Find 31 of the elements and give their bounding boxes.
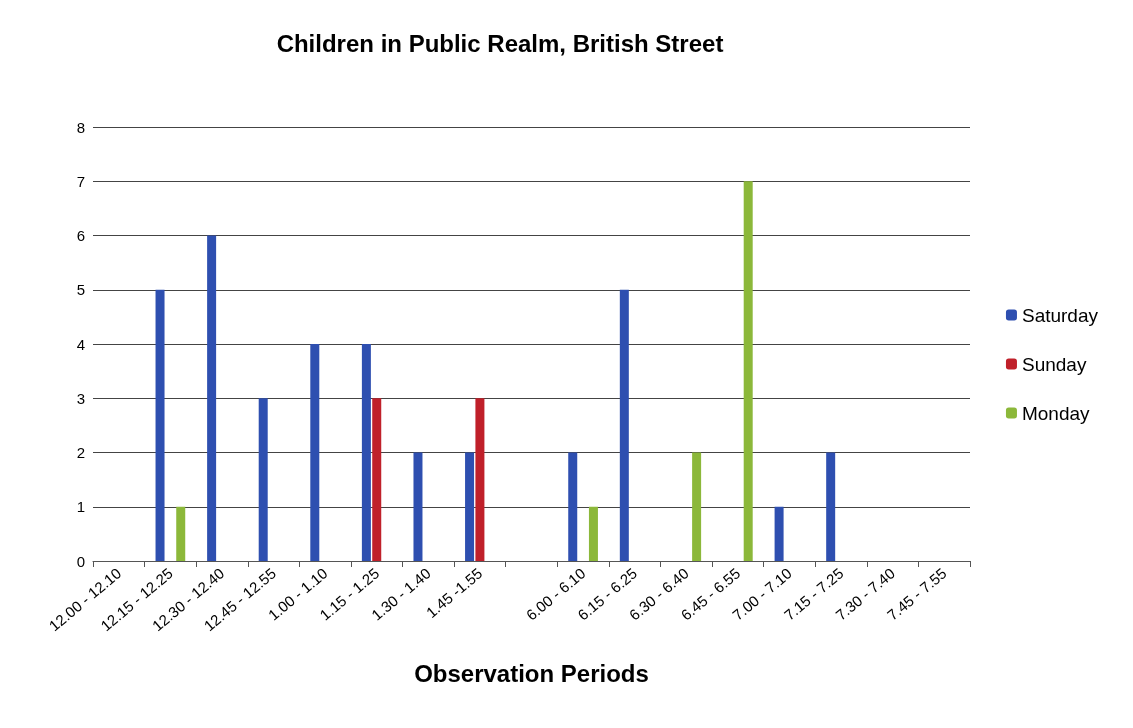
bar — [619, 289, 629, 561]
bar — [465, 452, 475, 561]
bar — [155, 289, 165, 561]
bar — [588, 506, 598, 561]
legend-label: Monday — [1021, 402, 1091, 424]
y-tick-label: 2 — [76, 444, 85, 461]
bar — [568, 452, 578, 561]
bar — [413, 452, 423, 561]
bar — [207, 235, 217, 561]
bar — [475, 398, 485, 561]
bar — [743, 181, 753, 561]
y-tick-label: 7 — [76, 172, 85, 190]
bar — [826, 452, 836, 561]
x-axis-title: Observation Periods — [414, 659, 649, 687]
bar — [176, 506, 186, 561]
bar — [258, 398, 268, 561]
bar — [774, 506, 784, 561]
bar — [361, 344, 371, 561]
y-tick-label: 4 — [76, 335, 85, 353]
chart-title: Children in Public Realm, British Street — [276, 29, 724, 57]
legend-label: Saturday — [1021, 304, 1099, 326]
legend-label: Sunday — [1021, 353, 1087, 375]
y-tick-label: 8 — [76, 118, 85, 136]
bar — [310, 344, 320, 561]
y-tick-label: 1 — [76, 498, 85, 516]
y-tick-label: 5 — [76, 281, 85, 299]
y-tick-label: 0 — [76, 552, 85, 570]
bar — [372, 398, 382, 561]
y-tick-label: 3 — [76, 389, 85, 407]
y-tick-label: 6 — [76, 227, 85, 244]
bar — [692, 452, 702, 561]
